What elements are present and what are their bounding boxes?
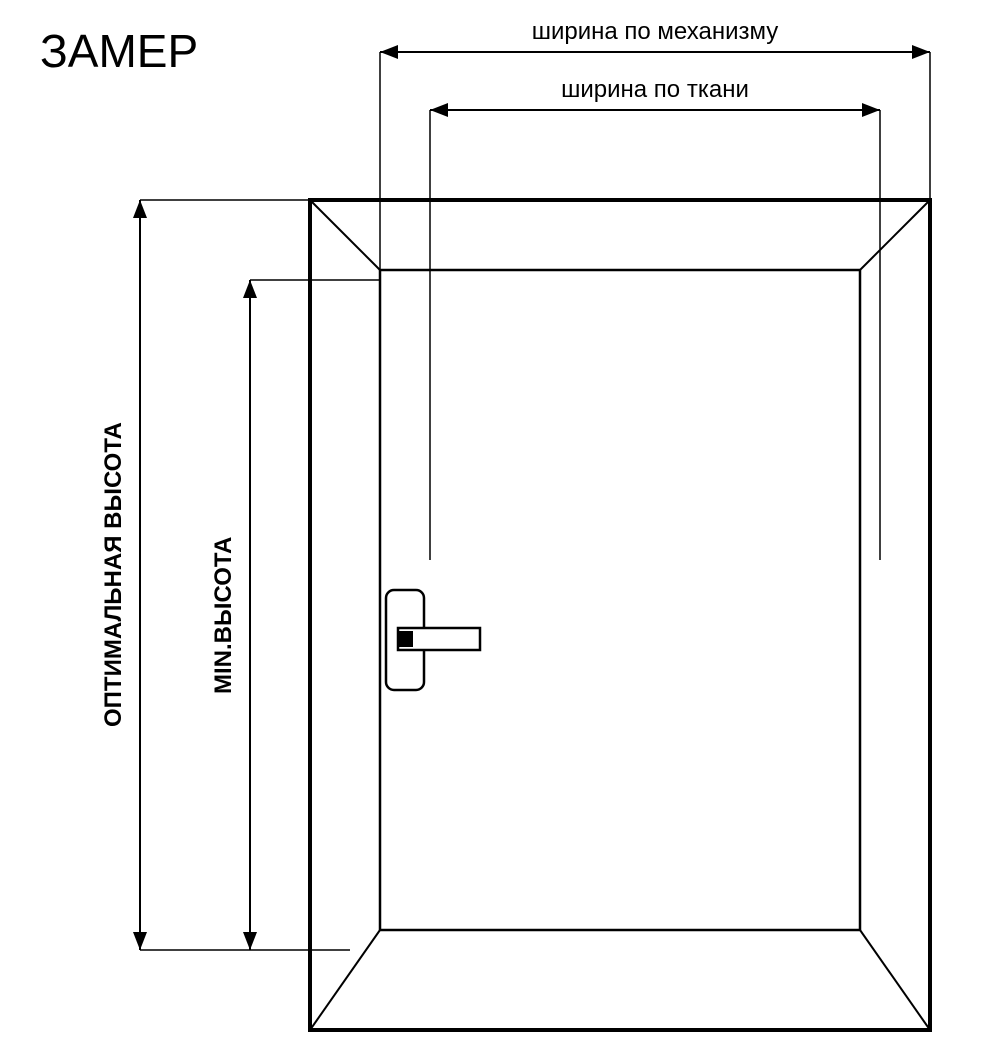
- bevel-line: [310, 200, 380, 270]
- label-width-fabric: ширина по ткани: [430, 76, 880, 104]
- diagram-svg: [0, 0, 1000, 1044]
- window-outer-frame: [310, 200, 930, 1030]
- label-width-mechanism: ширина по механизму: [380, 18, 930, 46]
- bevel-line: [860, 930, 930, 1030]
- window-inner-frame: [380, 270, 860, 930]
- handle-pivot: [398, 631, 413, 647]
- label-min-height: MIN.ВЫСОТА: [210, 280, 238, 950]
- label-optimal-height: ОПТИМАЛЬНАЯ ВЫСОТА: [100, 200, 128, 950]
- bevel-line: [310, 930, 380, 1030]
- bevel-line: [860, 200, 930, 270]
